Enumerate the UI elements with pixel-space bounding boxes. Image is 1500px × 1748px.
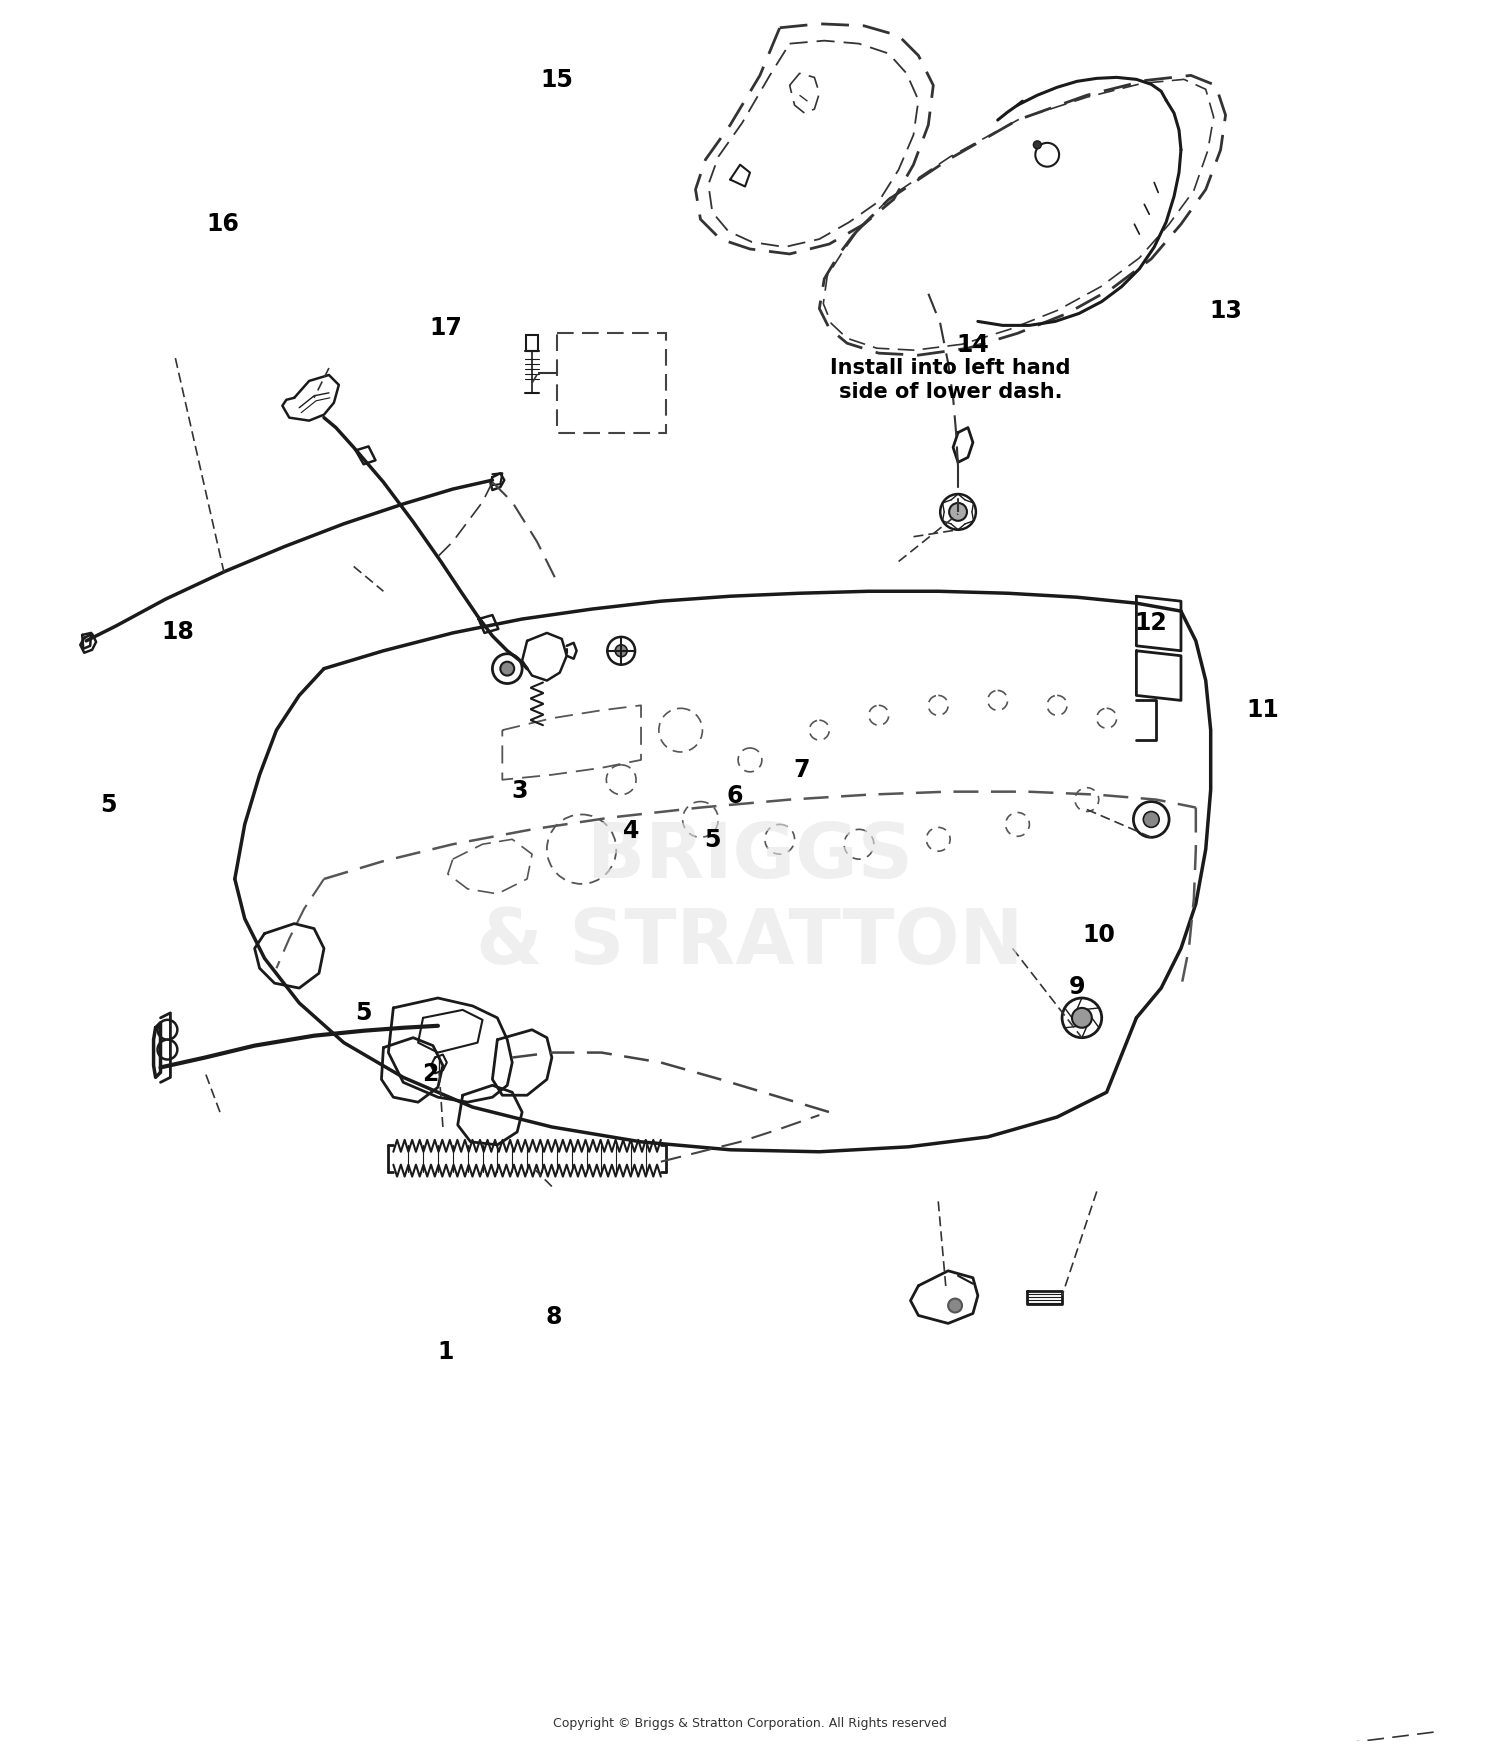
Circle shape: [1034, 142, 1041, 150]
Text: 3: 3: [512, 780, 528, 802]
Text: Install into left hand
side of lower dash.: Install into left hand side of lower das…: [831, 358, 1071, 402]
Text: 17: 17: [429, 316, 462, 339]
Text: 8: 8: [546, 1304, 562, 1328]
Circle shape: [615, 645, 627, 657]
FancyBboxPatch shape: [526, 336, 538, 351]
Circle shape: [501, 662, 515, 676]
Text: 12: 12: [1136, 610, 1167, 635]
Text: 5: 5: [705, 827, 722, 851]
Circle shape: [950, 503, 968, 521]
Text: 16: 16: [206, 212, 238, 236]
Circle shape: [1134, 802, 1168, 837]
Circle shape: [940, 495, 976, 530]
Circle shape: [948, 1299, 962, 1313]
Text: 14: 14: [957, 334, 990, 357]
Text: 1: 1: [436, 1339, 453, 1363]
Text: 9: 9: [1068, 975, 1084, 998]
Circle shape: [492, 654, 522, 683]
Circle shape: [608, 638, 634, 666]
Circle shape: [1035, 143, 1059, 168]
Text: Copyright © Briggs & Stratton Corporation. All Rights reserved: Copyright © Briggs & Stratton Corporatio…: [554, 1717, 946, 1729]
Text: 4: 4: [622, 818, 639, 843]
Text: 13: 13: [1209, 299, 1242, 322]
Circle shape: [158, 1040, 177, 1059]
Text: BRIGGS
& STRATTON: BRIGGS & STRATTON: [477, 820, 1023, 979]
Text: 11: 11: [1246, 697, 1280, 722]
Circle shape: [1143, 813, 1160, 829]
Circle shape: [1062, 998, 1101, 1038]
Text: 10: 10: [1083, 923, 1116, 947]
Text: 6: 6: [728, 783, 744, 808]
Circle shape: [158, 1021, 177, 1040]
Text: 2: 2: [423, 1061, 438, 1086]
Text: 15: 15: [540, 68, 573, 91]
Circle shape: [1072, 1009, 1092, 1028]
Text: 7: 7: [794, 759, 810, 781]
Text: 5: 5: [356, 1002, 372, 1024]
Text: 18: 18: [162, 619, 195, 643]
Text: 5: 5: [99, 792, 117, 816]
